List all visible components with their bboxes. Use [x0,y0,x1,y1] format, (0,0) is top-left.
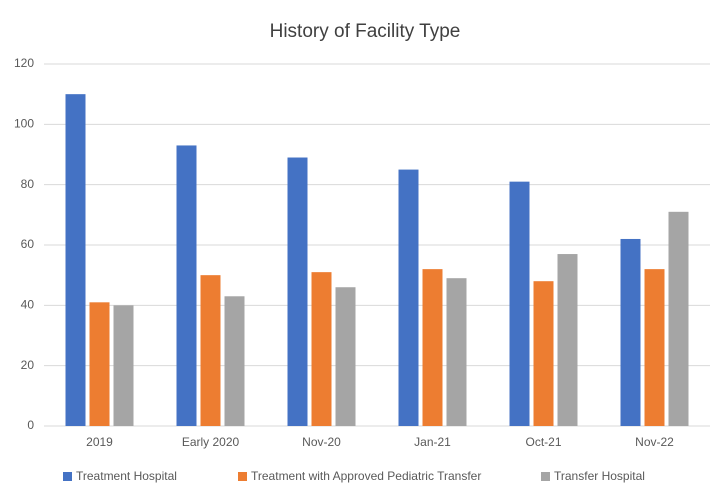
bar [668,211,689,426]
bar [65,94,86,427]
chart-title: History of Facility Type [270,21,461,42]
x-tick-label: Oct-21 [525,435,561,449]
bar [113,305,134,426]
y-tick-label: 40 [21,298,35,312]
bar [620,238,641,426]
y-tick-label: 80 [21,177,35,191]
bar [224,296,245,426]
x-tick-label: Nov-22 [635,435,674,449]
bar [311,272,332,426]
bar [644,269,665,426]
y-tick-label: 20 [21,358,35,372]
legend-label: Transfer Hospital [554,469,645,483]
bar [200,275,221,426]
legend-swatch [238,472,247,481]
x-tick-label: Nov-20 [302,435,341,449]
y-tick-label: 60 [21,237,35,251]
bar [509,181,530,426]
x-tick-label: Early 2020 [182,435,240,449]
bar [422,269,443,426]
bar [176,145,197,426]
y-tick-label: 100 [14,117,34,131]
bar [335,287,356,426]
bar [89,302,110,426]
x-tick-label: 2019 [86,435,113,449]
bar [398,169,419,427]
legend-label: Treatment with Approved Pediatric Transf… [251,469,481,483]
legend-label: Treatment Hospital [76,469,177,483]
bar [533,281,554,426]
x-tick-label: Jan-21 [414,435,451,449]
y-tick-label: 0 [27,418,34,432]
bar [557,254,578,426]
bar [287,157,308,426]
legend-swatch [541,472,550,481]
y-tick-label: 120 [14,56,34,70]
legend-swatch [63,472,72,481]
bar [446,278,467,426]
